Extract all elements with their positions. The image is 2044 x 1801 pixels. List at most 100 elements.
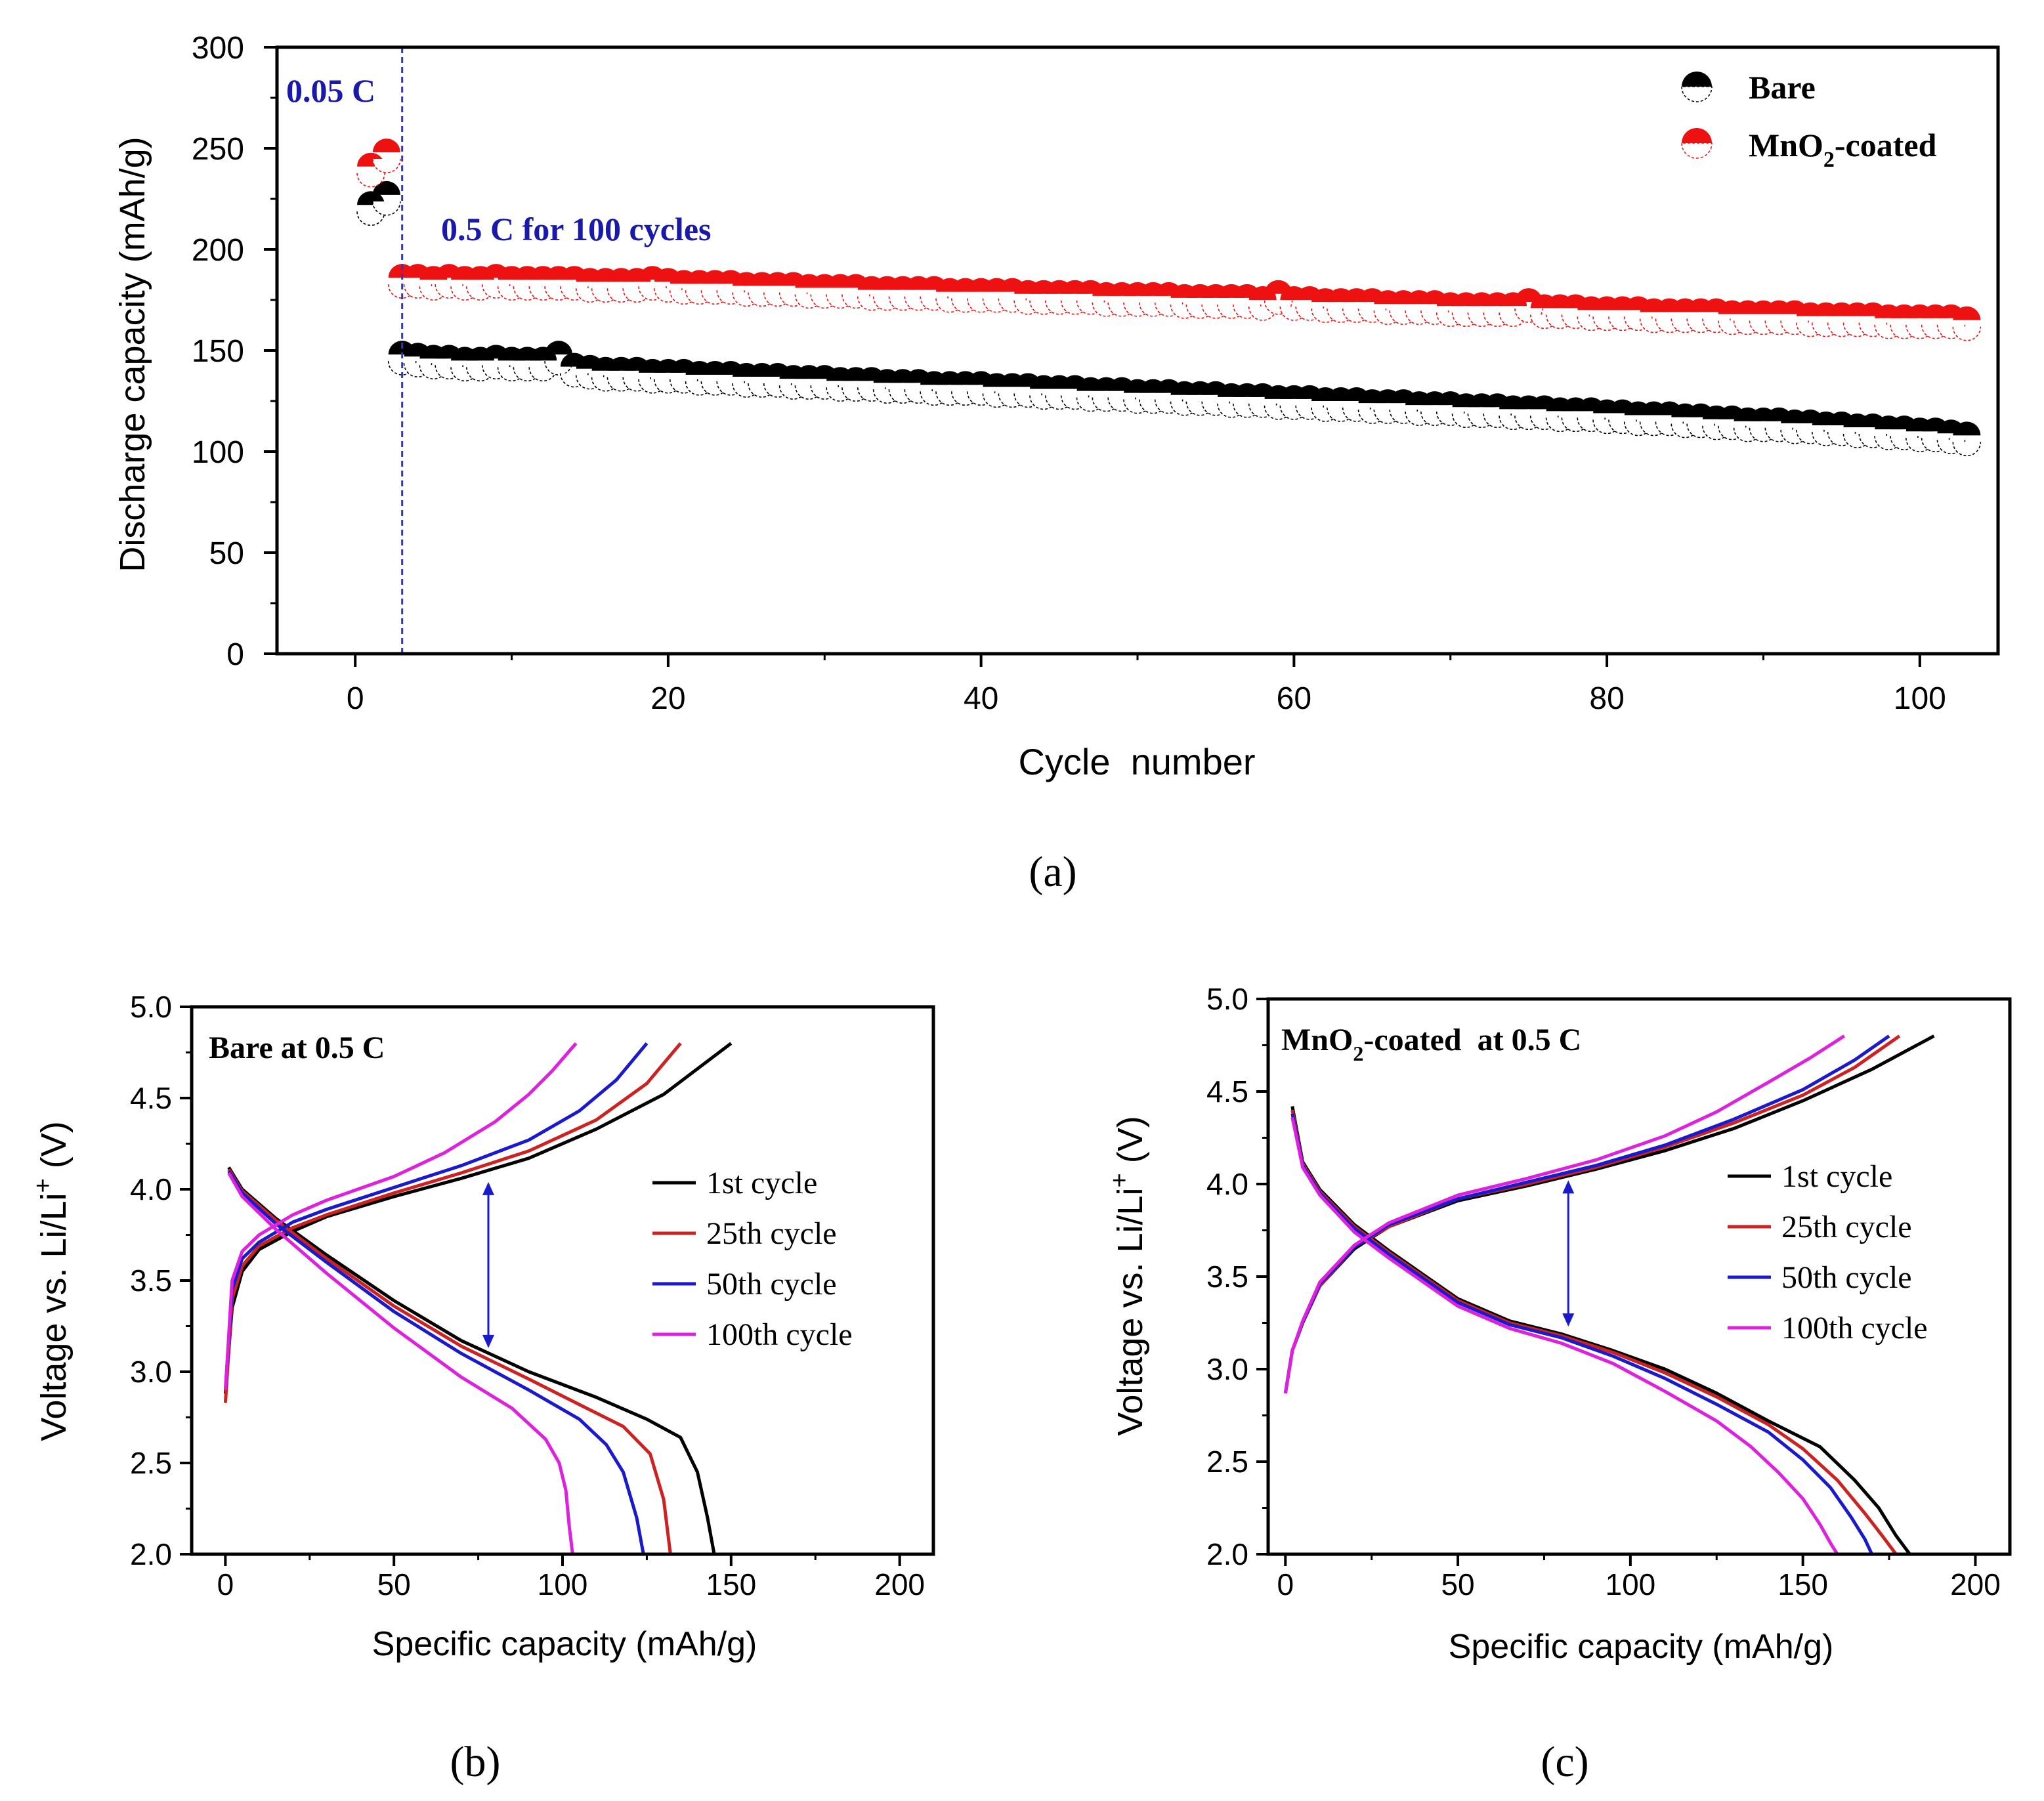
- y-tick-label: 0: [226, 637, 244, 672]
- x-tick-label: 50: [1441, 1567, 1474, 1601]
- panel-c-title-suffix: -coated at 0.5 C: [1363, 1023, 1581, 1057]
- panel-b-ylabel-unit: (V): [34, 1121, 74, 1178]
- legend-label: 1st cycle: [706, 1166, 817, 1200]
- panel-b-axes: 0 50 100 150 200 2.0 2.5 3.0 3.5 4.0 4.5 5.0: [130, 990, 925, 1601]
- capacity-gap-arrow: [1562, 1180, 1575, 1327]
- capacity-gap-arrow: [482, 1181, 494, 1348]
- legend-label: 50th cycle: [706, 1267, 837, 1302]
- panel-a-legend: Bare MnO2-coated: [1681, 69, 1937, 172]
- x-tick-label: 50: [377, 1567, 411, 1601]
- panel-c-title-sub: 2: [1353, 1042, 1363, 1065]
- y-tick-label: 3.0: [130, 1355, 172, 1389]
- legend-label: 1st cycle: [1781, 1159, 1892, 1194]
- panel-c-xlabel: Specific capacity (mAh/g): [1449, 1628, 1834, 1666]
- legend-label-coated: MnO2-coated: [1749, 127, 1937, 172]
- y-tick-label: 2.0: [1206, 1537, 1248, 1571]
- y-tick-label: 150: [192, 334, 244, 369]
- y-tick-label: 2.0: [130, 1537, 172, 1571]
- panel-c-label: (c): [1541, 1738, 1588, 1786]
- panel-c: 0 50 100 150 200 2.0 2.5 3.0 3.5 4.0 4.5 5.0 MnO2-c…: [1106, 982, 2012, 1786]
- coated-point: [372, 138, 401, 173]
- y-tick-label: 4.5: [130, 1081, 172, 1115]
- curve-discharge-2: [1290, 1113, 1874, 1556]
- y-tick-label: 3.0: [1206, 1352, 1248, 1386]
- curve-discharge-3: [1290, 1116, 1839, 1556]
- panel-c-ylabel-main: Voltage vs. Li/Li: [1111, 1187, 1150, 1435]
- curve-discharge-2: [227, 1170, 645, 1555]
- curve-discharge-1: [227, 1168, 672, 1555]
- curve-charge-2: [223, 1042, 649, 1390]
- panel-b-label: (b): [450, 1738, 501, 1786]
- legend-label: 25th cycle: [1781, 1210, 1912, 1244]
- coated-point: [1952, 306, 1982, 341]
- y-tick-label: 50: [209, 536, 244, 571]
- x-tick-label: 100: [1894, 681, 1946, 716]
- panel-c-ylabel-sup: +: [1106, 1173, 1134, 1187]
- panel-c-ylabel-unit: (V): [1111, 1116, 1150, 1173]
- legend-marker-coated: [1681, 128, 1713, 159]
- y-tick-label: 250: [192, 132, 244, 167]
- curve-charge-3: [223, 1042, 578, 1390]
- y-tick-label: 3.5: [130, 1263, 172, 1298]
- panel-a: 0 20 40 60 80 100 0 50 100 150 200 250 300 Discharge…: [113, 31, 2000, 896]
- legend-label: 25th cycle: [706, 1216, 837, 1251]
- legend-coated-suffix: -coated: [1835, 127, 1937, 163]
- legend-label: 100th cycle: [1781, 1311, 1928, 1345]
- panel-a-axes: 0 20 40 60 80 100 0 50 100 150 200 250 300: [192, 31, 1946, 716]
- x-tick-label: 100: [1605, 1567, 1655, 1601]
- legend-coated-sub: 2: [1823, 148, 1835, 172]
- y-tick-label: 100: [192, 435, 244, 470]
- y-tick-label: 2.5: [130, 1446, 172, 1480]
- panel-c-curves: [1283, 1034, 1935, 1556]
- bare-point: [544, 341, 573, 375]
- y-tick-label: 4.0: [1206, 1167, 1248, 1201]
- curve-charge-1: [223, 1042, 682, 1403]
- panel-b-title: Bare at 0.5 C: [209, 1030, 385, 1065]
- panel-c-title-prefix: MnO: [1281, 1023, 1353, 1057]
- panel-b: 0 50 100 150 200 2.0 2.5 3.0 3.5 4.0 4.5 5.0 Bare a…: [30, 990, 935, 1786]
- x-tick-label: 0: [347, 681, 364, 716]
- y-tick-label: 2.5: [1206, 1445, 1248, 1479]
- x-tick-label: 80: [1589, 681, 1624, 716]
- panel-a-xlabel: Cycle number: [1018, 741, 1255, 782]
- y-tick-label: 5.0: [1206, 982, 1248, 1016]
- x-tick-label: 20: [650, 681, 685, 716]
- panel-b-legend: 1st cycle 25th cycle 50th cycle 100th cycle: [652, 1166, 853, 1352]
- y-tick-label: 4.5: [1206, 1074, 1248, 1109]
- panel-a-label: (a): [1029, 848, 1076, 896]
- annotation-rate-cycling: 0.5 C for 100 cycles: [441, 211, 711, 247]
- x-tick-label: 0: [1277, 1567, 1294, 1601]
- bare-point: [372, 180, 401, 216]
- panel-b-ylabel-main: Voltage vs. Li/Li: [34, 1193, 74, 1441]
- panel-a-ylabel: Discharge capacity (mAh/g): [113, 137, 152, 572]
- x-tick-label: 150: [706, 1567, 756, 1601]
- y-tick-label: 300: [192, 31, 244, 66]
- legend-label-bare: Bare: [1749, 69, 1816, 106]
- y-tick-label: 3.5: [1206, 1260, 1248, 1294]
- x-tick-label: 60: [1277, 681, 1311, 716]
- curve-discharge-3: [227, 1172, 574, 1555]
- bare-point: [1952, 421, 1982, 457]
- panel-c-legend: 1st cycle 25th cycle 50th cycle 100th cycle: [1728, 1159, 1928, 1345]
- curve-charge-0: [223, 1042, 733, 1394]
- x-tick-label: 150: [1778, 1567, 1828, 1601]
- curve-charge-3: [1283, 1034, 1846, 1394]
- x-tick-label: 200: [1950, 1567, 2001, 1601]
- y-tick-label: 5.0: [130, 990, 172, 1024]
- panel-b-ylabel-sup: +: [30, 1178, 57, 1193]
- legend-label: 50th cycle: [1781, 1260, 1912, 1295]
- panel-b-xlabel: Specific capacity (mAh/g): [372, 1625, 757, 1663]
- panel-c-axes: 0 50 100 150 200 2.0 2.5 3.0 3.5 4.0 4.5 5.0: [1206, 982, 2001, 1601]
- x-tick-label: 0: [217, 1567, 234, 1601]
- legend-coated-prefix: MnO: [1749, 127, 1823, 163]
- panel-b-ylabel: Voltage vs. Li/Li+ (V): [30, 1121, 74, 1441]
- panel-b-curves: [223, 1042, 733, 1555]
- panel-c-ylabel: Voltage vs. Li/Li+ (V): [1106, 1116, 1150, 1435]
- y-tick-label: 200: [192, 233, 244, 268]
- legend-label: 100th cycle: [706, 1317, 853, 1352]
- y-tick-label: 4.0: [130, 1172, 172, 1206]
- legend-marker-bare: [1681, 72, 1713, 102]
- panel-c-title: MnO2-coated at 0.5 C: [1281, 1023, 1581, 1065]
